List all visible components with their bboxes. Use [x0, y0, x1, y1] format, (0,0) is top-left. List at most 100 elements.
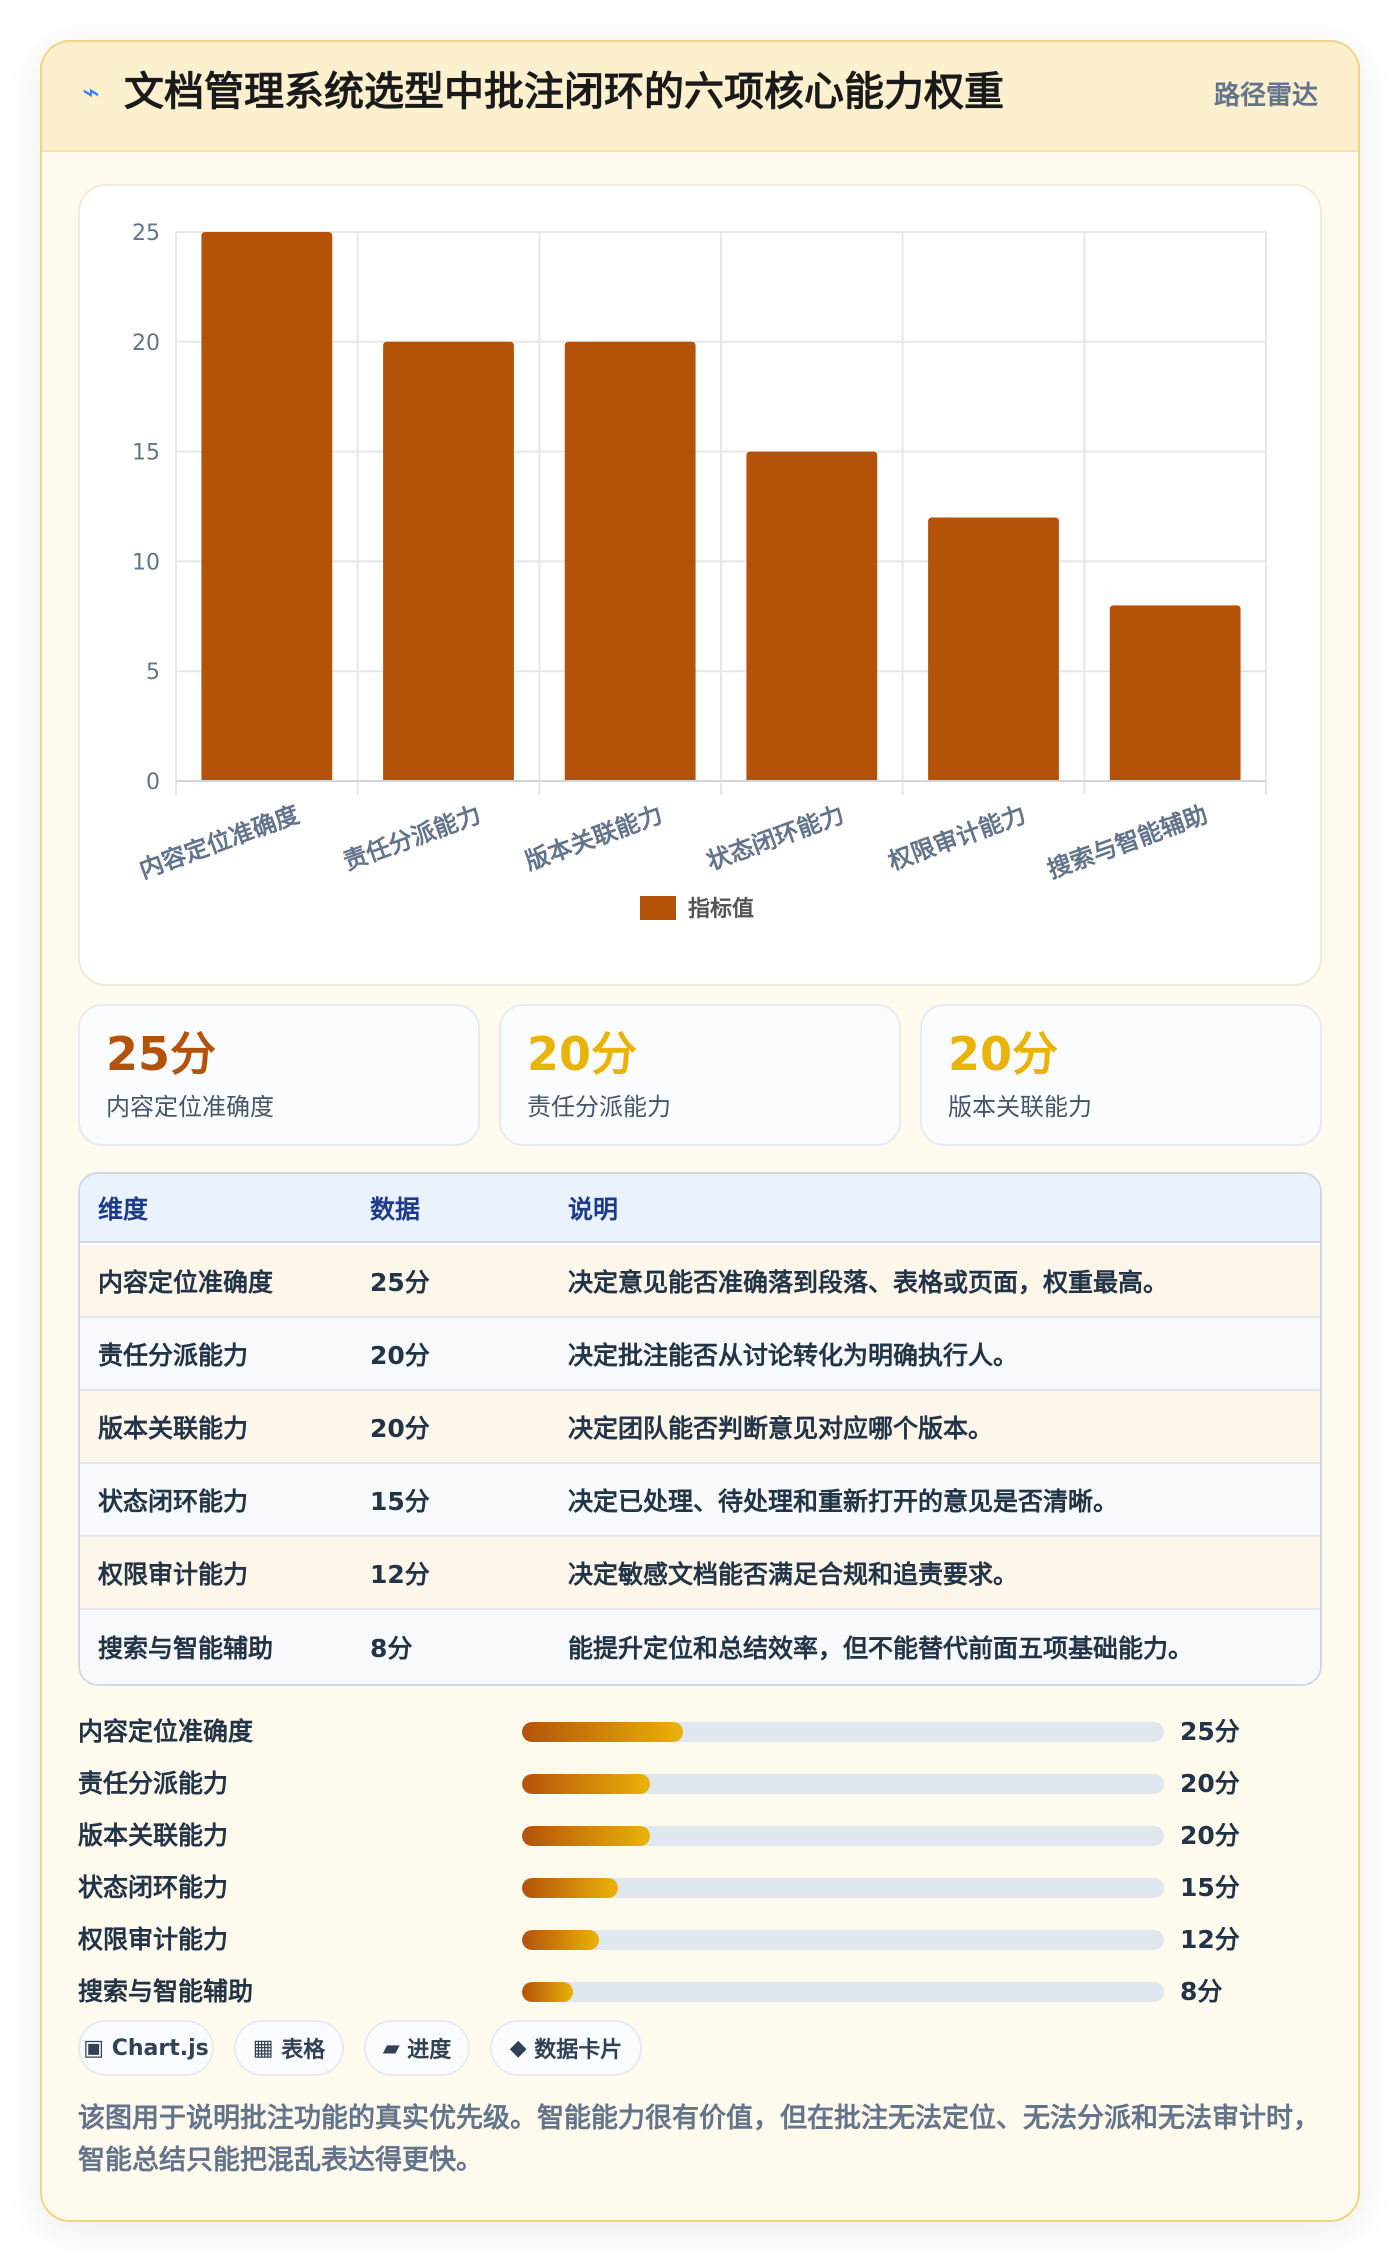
- table-cell: 决定批注能否从讨论转化为明确执行人。: [568, 1340, 1019, 1370]
- progress-track: [522, 1878, 1164, 1898]
- progress-track: [522, 1930, 1164, 1950]
- x-tick-label: 责任分派能力: [340, 800, 485, 876]
- progress-fill: [522, 1774, 651, 1794]
- chip-chartjs[interactable]: ▣ Chart.js: [78, 2020, 214, 2076]
- table-row: 内容定位准确度 25分 决定意见能否准确落到段落、表格或页面，权重最高。: [80, 1245, 1320, 1318]
- chip-label: 进度: [407, 2038, 452, 2063]
- progress-fill: [522, 1930, 600, 1950]
- table-cell: 状态闭环能力: [98, 1486, 249, 1516]
- progress-row: 责任分派能力 20分: [78, 1758, 1322, 1810]
- card-header: ⌁ 文档管理系统选型中批注闭环的六项核心能力权重 路径雷达: [42, 42, 1358, 152]
- data-table: 维度 数据 说明 内容定位准确度 25分 决定意见能否准确落到段落、表格或页面，…: [78, 1172, 1322, 1686]
- progress-label: 搜索与智能辅助: [78, 1977, 254, 2006]
- report-card: ⌁ 文档管理系统选型中批注闭环的六项核心能力权重 路径雷达 0 5 10 15 20 25…: [40, 40, 1360, 2222]
- progress-label: 责任分派能力: [78, 1769, 229, 1798]
- progress-track: [522, 1826, 1164, 1846]
- stat-card: 25分 内容定位准确度: [78, 1004, 480, 1146]
- table-icon: ▦: [252, 2035, 274, 2061]
- chip-progress[interactable]: ▰ 进度: [364, 2020, 470, 2076]
- chip-data-card[interactable]: ◆ 数据卡片: [490, 2020, 642, 2076]
- header-tag: 路径雷达: [1213, 81, 1318, 111]
- progress-row: 搜索与智能辅助 8分: [78, 1966, 1322, 2018]
- table-cell: 20分: [370, 1340, 430, 1370]
- chip-table[interactable]: ▦ 表格: [234, 2020, 344, 2076]
- progress-row: 状态闭环能力 15分: [78, 1862, 1322, 1914]
- progress-value: 20分: [1180, 1821, 1240, 1850]
- stat-value: 20分: [527, 1027, 638, 1081]
- progress-label: 状态闭环能力: [78, 1873, 229, 1902]
- chart-icon: ▣: [83, 2035, 105, 2061]
- table-cell: 15分: [370, 1486, 430, 1516]
- stat-label: 责任分派能力: [527, 1093, 671, 1121]
- table-cell: 决定意见能否准确落到段落、表格或页面，权重最高。: [568, 1267, 1169, 1297]
- y-tick-label: 10: [132, 550, 160, 575]
- y-tick-label: 0: [146, 770, 160, 795]
- column-header: 维度: [98, 1194, 149, 1224]
- x-tick-label: 内容定位准确度: [135, 800, 303, 884]
- table-cell: 25分: [370, 1267, 430, 1297]
- column-header: 说明: [568, 1194, 619, 1224]
- table-cell: 版本关联能力: [98, 1413, 249, 1443]
- progress-fill: [522, 1722, 683, 1742]
- bar: [746, 451, 878, 781]
- x-tick-label: 搜索与智能辅助: [1044, 800, 1211, 884]
- progress-list: 内容定位准确度 25分 责任分派能力 20分 版本关联能力 20分 状态闭环能力…: [78, 1706, 1322, 2026]
- lightning-bolt-icon: ⌁: [82, 75, 101, 110]
- table-cell: 决定已处理、待处理和重新打开的意见是否清晰。: [568, 1486, 1119, 1516]
- progress-track: [522, 1722, 1164, 1742]
- y-tick-label: 20: [132, 331, 160, 356]
- stat-label: 内容定位准确度: [106, 1093, 274, 1121]
- y-tick-label: 5: [146, 660, 160, 685]
- x-tick-label: 版本关联能力: [521, 800, 666, 876]
- x-tick-label: 状态闭环能力: [703, 800, 848, 876]
- bar: [201, 232, 333, 781]
- table-row: 版本关联能力 20分 决定团队能否判断意见对应哪个版本。: [80, 1391, 1320, 1464]
- bar: [383, 341, 514, 781]
- progress-label: 权限审计能力: [78, 1925, 229, 1954]
- progress-track: [522, 1774, 1164, 1794]
- table-cell: 20分: [370, 1413, 430, 1443]
- progress-value: 20分: [1180, 1769, 1240, 1798]
- table-cell: 决定敏感文档能否满足合规和追责要求。: [568, 1559, 1019, 1589]
- table-row: 责任分派能力 20分 决定批注能否从讨论转化为明确执行人。: [80, 1318, 1320, 1391]
- stat-card: 20分 责任分派能力: [499, 1004, 901, 1146]
- progress-value: 8分: [1180, 1977, 1223, 2006]
- progress-fill: [522, 1982, 574, 2002]
- table-row: 搜索与智能辅助 8分 能提升定位和总结效率，但不能替代前面五项基础能力。: [80, 1610, 1320, 1683]
- bar-chart: 0 5 10 15 20 25 内容定位准确度 责任分派能力 版本关联能力 状态闭环能力 权限审计能…: [132, 221, 1267, 922]
- progress-track: [522, 1982, 1164, 2002]
- stat-cards: 25分 内容定位准确度 20分 责任分派能力 20分 版本关联能力: [78, 1004, 1322, 1146]
- legend-swatch: [640, 896, 676, 920]
- table-header-row: 维度 数据 说明: [80, 1174, 1320, 1243]
- progress-row: 内容定位准确度 25分: [78, 1706, 1322, 1758]
- table-cell: 权限审计能力: [98, 1559, 249, 1589]
- chip-label: 表格: [281, 2038, 326, 2063]
- progress-fill: [522, 1878, 619, 1898]
- progress-label: 版本关联能力: [78, 1821, 229, 1850]
- table-cell: 责任分派能力: [98, 1340, 249, 1370]
- stat-card: 20分 版本关联能力: [920, 1004, 1322, 1146]
- footnote: 该图用于说明批注功能的真实优先级。智能能力很有价值，但在批注无法定位、无法分派和…: [78, 2103, 1320, 2176]
- stat-value: 20分: [948, 1027, 1059, 1081]
- bar: [928, 517, 1059, 781]
- bar: [1109, 605, 1241, 781]
- table-cell: 12分: [370, 1559, 430, 1589]
- chart-panel: 0 5 10 15 20 25 内容定位准确度 责任分派能力 版本关联能力 状态闭环能力 权限审计能…: [78, 184, 1322, 986]
- table-cell: 决定团队能否判断意见对应哪个版本。: [568, 1413, 994, 1443]
- progress-value: 25分: [1180, 1717, 1240, 1746]
- bar: [564, 341, 696, 781]
- stat-value: 25分: [106, 1027, 217, 1081]
- x-tick-label: 权限审计能力: [884, 800, 1030, 876]
- progress-value: 12分: [1180, 1925, 1240, 1954]
- chip-label: 数据卡片: [534, 2038, 623, 2063]
- progress-row: 权限审计能力 12分: [78, 1914, 1322, 1966]
- table-row: 权限审计能力 12分 决定敏感文档能否满足合规和追责要求。: [80, 1537, 1320, 1610]
- diamond-icon: ◆: [509, 2035, 527, 2061]
- page-title: 文档管理系统选型中批注闭环的六项核心能力权重: [124, 69, 1004, 115]
- legend-label: 指标值: [688, 896, 754, 922]
- table-cell: 搜索与智能辅助: [98, 1633, 274, 1663]
- progress-row: 版本关联能力 20分: [78, 1810, 1322, 1862]
- table-cell: 内容定位准确度: [98, 1267, 274, 1297]
- stat-label: 版本关联能力: [948, 1093, 1092, 1121]
- progress-icon: ▰: [382, 2035, 400, 2061]
